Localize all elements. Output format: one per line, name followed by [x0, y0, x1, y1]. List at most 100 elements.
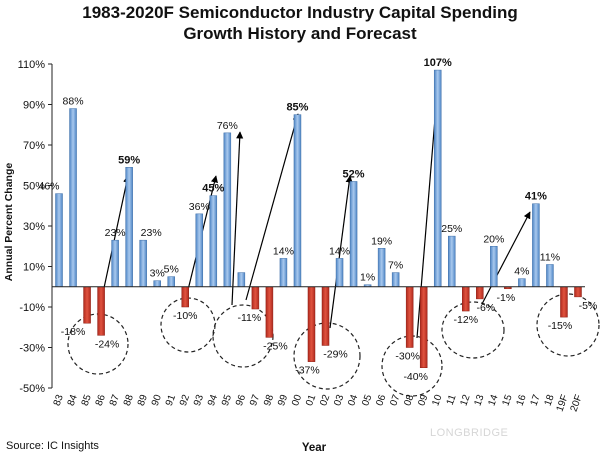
- data-label: 52%: [343, 168, 365, 180]
- x-tick-label: 96: [234, 393, 248, 408]
- data-label: 7%: [388, 260, 403, 272]
- data-label: -12%: [454, 314, 479, 326]
- bar: [532, 203, 540, 288]
- recovery-arrow: [245, 113, 300, 301]
- bar: [433, 69, 442, 287]
- data-label: -10%: [173, 310, 198, 322]
- data-label: 41%: [525, 191, 547, 203]
- data-label: 25%: [441, 223, 462, 235]
- bar: [293, 114, 302, 287]
- data-label: 4%: [514, 266, 529, 278]
- data-label: -18%: [61, 326, 86, 338]
- y-tick-label: 10%: [23, 262, 45, 274]
- bar: [265, 286, 274, 338]
- x-tick-label: 14: [487, 393, 501, 408]
- recovery-arrow: [329, 175, 353, 329]
- x-tick-label: 16: [515, 393, 529, 408]
- downturn-circle: [536, 293, 600, 357]
- x-tick-label: 04: [346, 393, 360, 408]
- x-tick-label: 87: [108, 393, 122, 408]
- x-tick-label: 92: [178, 393, 192, 408]
- y-tick-label: -50%: [19, 383, 45, 395]
- recovery-arrow: [481, 211, 531, 305]
- data-label: 36%: [189, 201, 210, 213]
- data-label: 20%: [483, 233, 504, 245]
- bar: [490, 246, 498, 287]
- x-tick-label: 89: [136, 393, 150, 408]
- x-tick-label: 09: [416, 393, 430, 408]
- x-tick-label: 93: [192, 393, 206, 408]
- x-tick-label: 86: [94, 393, 108, 408]
- data-label: 11%: [540, 251, 560, 263]
- bar: [279, 258, 288, 287]
- x-tick-label: 94: [206, 393, 220, 408]
- y-tick-label: 70%: [23, 140, 45, 152]
- bar: [377, 248, 386, 287]
- x-tick-label: 15: [501, 393, 515, 408]
- downturn-circle: [441, 301, 505, 359]
- bar: [405, 286, 414, 348]
- data-label: -24%: [95, 338, 120, 350]
- data-label: 46%: [39, 181, 60, 193]
- x-tick-label: 97: [248, 393, 262, 408]
- data-label: 23%: [141, 227, 162, 239]
- data-label: 76%: [217, 120, 238, 132]
- x-tick-label: 01: [304, 393, 318, 408]
- x-tick-label: 88: [122, 393, 136, 408]
- bar: [574, 286, 582, 298]
- x-tick-label: 83: [52, 393, 66, 408]
- bar: [419, 286, 428, 368]
- x-tick-label: 11: [445, 393, 459, 407]
- data-label: 5%: [164, 264, 179, 276]
- x-tick-label: 17: [529, 393, 543, 408]
- x-tick-label: 08: [402, 393, 416, 408]
- x-tick-label: 20F: [569, 393, 585, 413]
- x-tick-label: 05: [360, 393, 374, 408]
- bar: [546, 264, 554, 288]
- x-tick-label: 00: [290, 393, 304, 408]
- data-label: -29%: [323, 348, 348, 360]
- bar: [223, 132, 232, 287]
- x-tick-label: 99: [276, 393, 290, 408]
- y-tick-label: 110%: [18, 59, 46, 71]
- recovery-arrow: [231, 131, 244, 306]
- bar: [335, 258, 344, 287]
- bar: [391, 272, 400, 288]
- bar: [195, 213, 204, 288]
- data-label: 1%: [360, 272, 375, 284]
- bar: [560, 286, 568, 318]
- data-label: -40%: [403, 371, 428, 383]
- data-label: 45%: [202, 183, 224, 195]
- x-tick-label: 13: [472, 393, 486, 408]
- bar: [181, 286, 189, 308]
- bar: [237, 272, 246, 288]
- x-tick-label: 85: [80, 393, 94, 408]
- data-label: 3%: [150, 268, 165, 280]
- bar: [321, 286, 330, 346]
- data-label: -37%: [295, 365, 320, 377]
- bar: [55, 193, 63, 288]
- bar: [307, 286, 316, 362]
- data-label: -30%: [395, 351, 420, 363]
- x-tick-label: 03: [332, 393, 346, 408]
- data-label: -11%: [238, 312, 262, 324]
- bar: [125, 167, 133, 287]
- bar: [97, 286, 105, 336]
- data-label: -1%: [497, 292, 516, 304]
- x-axis-label: Year: [302, 442, 327, 454]
- bar: [139, 239, 147, 288]
- y-tick-label: -10%: [19, 302, 45, 314]
- x-tick-label: 98: [262, 393, 276, 408]
- bar: [69, 108, 77, 287]
- chart-title-line2: Growth History and Forecast: [183, 24, 417, 43]
- x-tick-label: 90: [150, 393, 164, 408]
- bar: [518, 278, 526, 287]
- x-tick-label: 18: [543, 393, 557, 408]
- y-tick-label: 90%: [23, 100, 45, 112]
- y-axis-label: Annual Percent Change: [3, 163, 15, 282]
- bar: [462, 286, 470, 312]
- data-label: -5%: [579, 300, 598, 312]
- y-tick-label: 30%: [23, 221, 45, 233]
- y-tick-label: 50%: [23, 181, 45, 193]
